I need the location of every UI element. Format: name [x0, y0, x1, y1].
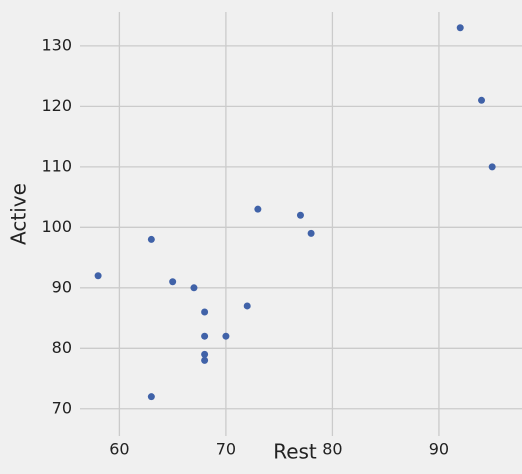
y-tick-label: 130 — [41, 35, 72, 54]
y-tick-label: 120 — [41, 96, 72, 115]
y-tick-label: 110 — [41, 156, 72, 175]
y-tick-label: 100 — [41, 217, 72, 236]
point — [201, 332, 209, 340]
point — [147, 235, 155, 243]
point — [190, 284, 198, 292]
y-axis-label: Active — [7, 183, 31, 245]
point — [296, 211, 304, 219]
point — [456, 24, 464, 32]
point — [201, 356, 209, 364]
x-axis-label: Rest — [273, 440, 317, 464]
point — [307, 229, 315, 237]
y-tick-label: 90 — [52, 277, 72, 296]
point — [222, 332, 230, 340]
point — [488, 163, 496, 171]
x-tick-label: 90 — [429, 440, 449, 459]
x-tick-label: 60 — [109, 440, 129, 459]
point — [147, 393, 155, 401]
x-tick-label: 70 — [216, 440, 236, 459]
point — [478, 96, 486, 104]
point — [201, 308, 209, 316]
x-tick-label: 80 — [322, 440, 342, 459]
point — [201, 350, 209, 358]
point — [254, 205, 262, 213]
point — [243, 302, 251, 310]
y-tick-label: 70 — [52, 398, 72, 417]
point — [94, 272, 102, 280]
point — [169, 278, 177, 286]
y-tick-label: 80 — [52, 338, 72, 357]
